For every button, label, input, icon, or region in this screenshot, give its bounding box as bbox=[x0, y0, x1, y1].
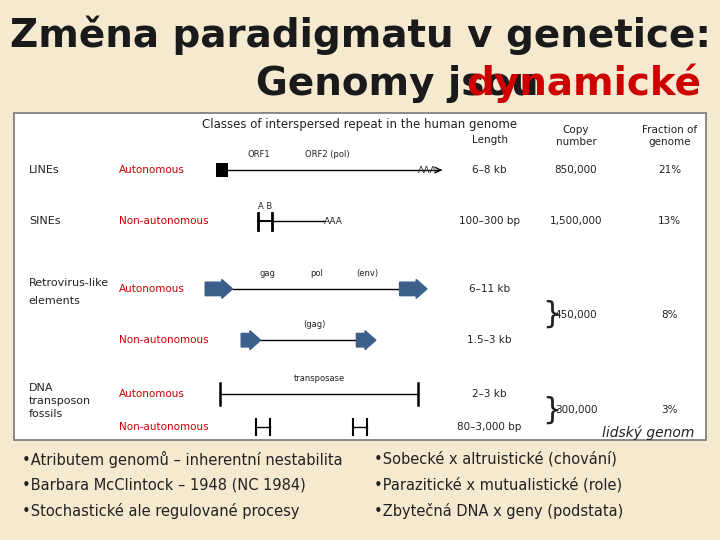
Text: lidský genom: lidský genom bbox=[603, 426, 695, 440]
FancyArrow shape bbox=[356, 330, 376, 350]
Text: 1.5–3 kb: 1.5–3 kb bbox=[467, 335, 512, 345]
Text: Copy
number: Copy number bbox=[556, 125, 596, 147]
Text: }: } bbox=[542, 396, 562, 425]
Text: transposon: transposon bbox=[29, 396, 91, 406]
Text: Autonomous: Autonomous bbox=[119, 165, 184, 175]
Text: transposase: transposase bbox=[293, 374, 345, 383]
Text: gag: gag bbox=[260, 269, 276, 278]
Text: 8%: 8% bbox=[662, 309, 678, 320]
Text: •Parazitické x mutualistické (role): •Parazitické x mutualistické (role) bbox=[374, 477, 623, 492]
Text: 100–300 bp: 100–300 bp bbox=[459, 217, 520, 226]
Text: •Barbara McClintock – 1948 (NC 1984): •Barbara McClintock – 1948 (NC 1984) bbox=[22, 477, 305, 492]
FancyArrow shape bbox=[400, 280, 427, 298]
Text: 1,500,000: 1,500,000 bbox=[550, 217, 602, 226]
Text: elements: elements bbox=[29, 296, 81, 306]
Text: •Stochastické ale regulované procesy: •Stochastické ale regulované procesy bbox=[22, 503, 299, 519]
Text: Retrovirus-like: Retrovirus-like bbox=[29, 279, 109, 288]
Text: (env): (env) bbox=[356, 269, 378, 278]
Text: dynamické: dynamické bbox=[467, 64, 701, 104]
Text: 80–3,000 bp: 80–3,000 bp bbox=[457, 422, 522, 431]
Text: Non-autonomous: Non-autonomous bbox=[119, 217, 208, 226]
Bar bbox=[216, 163, 228, 177]
FancyArrow shape bbox=[205, 280, 233, 298]
Text: AAA: AAA bbox=[324, 217, 343, 226]
Text: DNA: DNA bbox=[29, 383, 53, 393]
Text: Autonomous: Autonomous bbox=[119, 389, 184, 399]
Text: Non-autonomous: Non-autonomous bbox=[119, 422, 208, 431]
Text: AAA: AAA bbox=[418, 166, 436, 174]
Text: Fraction of
genome: Fraction of genome bbox=[642, 125, 697, 147]
Text: LINEs: LINEs bbox=[29, 165, 60, 175]
Text: fossils: fossils bbox=[29, 409, 63, 419]
Text: A B: A B bbox=[258, 201, 272, 211]
Text: SINEs: SINEs bbox=[29, 217, 60, 226]
Text: Autonomous: Autonomous bbox=[119, 284, 184, 294]
Text: 450,000: 450,000 bbox=[554, 309, 598, 320]
Text: •Sobecké x altruistické (chování): •Sobecké x altruistické (chování) bbox=[374, 451, 617, 467]
Text: •Atributem genomů – inherentní nestabilita: •Atributem genomů – inherentní nestabili… bbox=[22, 450, 342, 468]
Text: •Zbytečná DNA x geny (podstata): •Zbytečná DNA x geny (podstata) bbox=[374, 503, 624, 519]
Text: ORF2 (pol): ORF2 (pol) bbox=[305, 150, 350, 159]
Text: Non-autonomous: Non-autonomous bbox=[119, 335, 208, 345]
Text: 13%: 13% bbox=[658, 217, 681, 226]
Text: 300,000: 300,000 bbox=[554, 406, 598, 415]
Text: 2–3 kb: 2–3 kb bbox=[472, 389, 507, 399]
Text: 6–8 kb: 6–8 kb bbox=[472, 165, 507, 175]
Text: Genomy jsou: Genomy jsou bbox=[256, 65, 552, 103]
Text: 3%: 3% bbox=[662, 406, 678, 415]
Text: pol: pol bbox=[310, 269, 323, 278]
Text: 21%: 21% bbox=[658, 165, 681, 175]
Text: (gag): (gag) bbox=[303, 320, 326, 329]
FancyArrow shape bbox=[241, 330, 261, 350]
Text: 6–11 kb: 6–11 kb bbox=[469, 284, 510, 294]
Bar bbox=[14, 113, 706, 440]
Text: ORF1: ORF1 bbox=[248, 150, 271, 159]
Text: }: } bbox=[542, 300, 562, 329]
Text: Classes of interspersed repeat in the human genome: Classes of interspersed repeat in the hu… bbox=[202, 118, 518, 131]
Text: 850,000: 850,000 bbox=[554, 165, 598, 175]
Text: Length: Length bbox=[472, 136, 508, 145]
Text: Změna paradigmatu v genetice:: Změna paradigmatu v genetice: bbox=[9, 15, 711, 55]
